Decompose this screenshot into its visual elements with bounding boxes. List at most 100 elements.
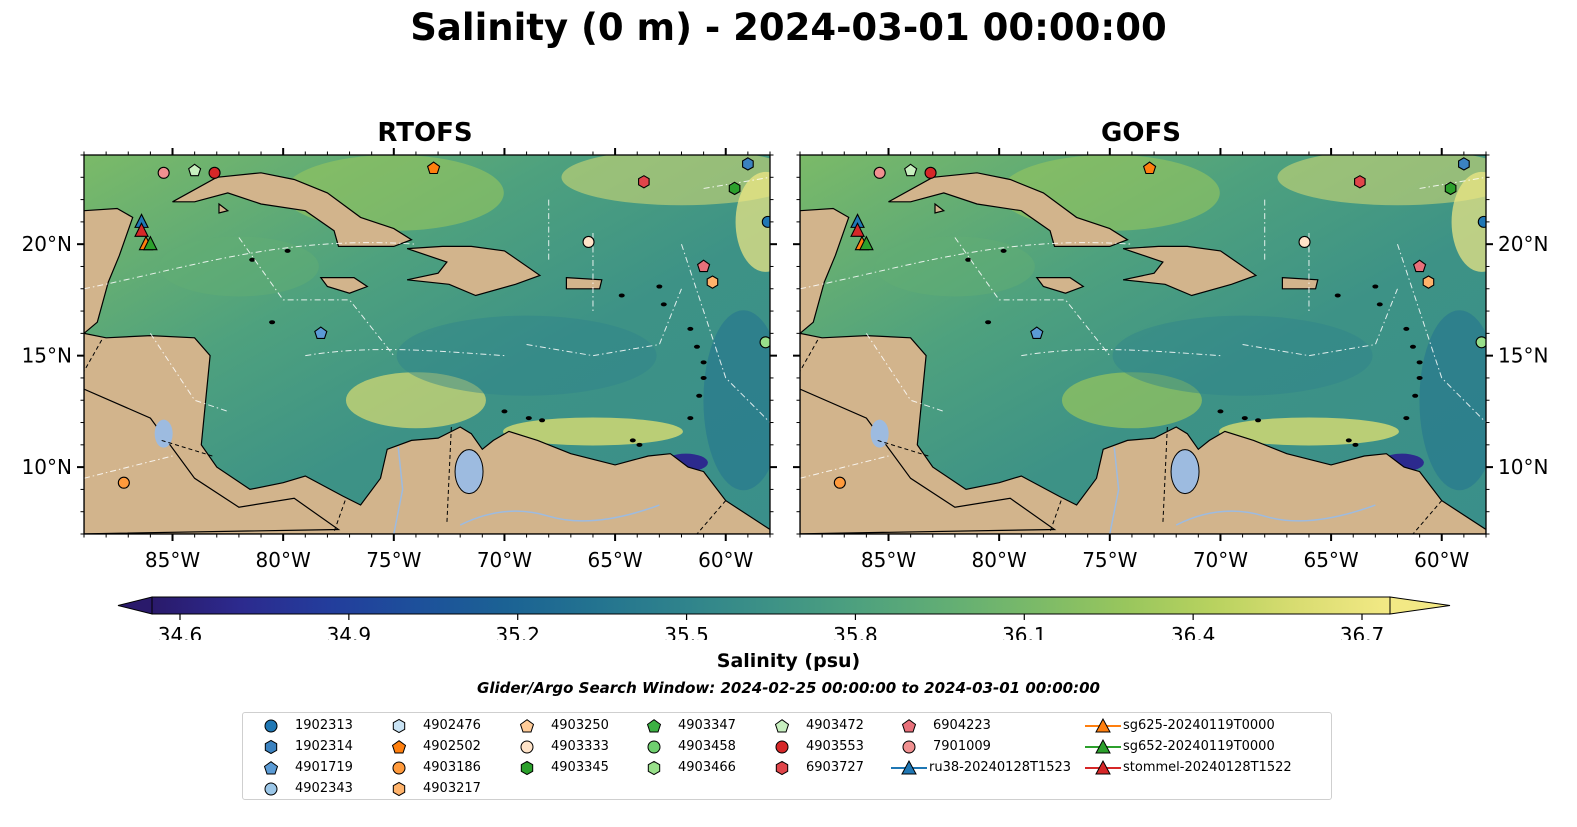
- small-island: [629, 438, 636, 443]
- colorbar-tick-label: 34.9: [327, 623, 372, 640]
- argo-float-marker: [1475, 336, 1486, 349]
- argo-float-marker: [426, 161, 441, 175]
- small-island: [1352, 442, 1359, 447]
- legend: 1902313 1902314 4901719 4902343 4902476 49025…: [242, 712, 1332, 800]
- argo-float-marker: [742, 157, 754, 171]
- colorbar-tick-label: 36.7: [1340, 623, 1385, 640]
- hexagon-marker-icon: [520, 760, 534, 776]
- argo-float-marker: [208, 166, 221, 179]
- pentagon-marker-icon: [391, 740, 407, 754]
- lon-tick-label: 85°W: [861, 548, 916, 572]
- map-frame: [83, 154, 771, 535]
- glider-track-icon: [1085, 717, 1121, 733]
- jamaica-island: [1035, 277, 1085, 294]
- lat-tick-label: 15°N: [22, 344, 72, 368]
- circle-marker-icon: [392, 761, 406, 775]
- legend-item-label: 4903347: [678, 718, 736, 733]
- small-island: [501, 409, 508, 414]
- lon-tick-label: 65°W: [1303, 548, 1358, 572]
- legend-item-label: 4902476: [423, 718, 481, 733]
- legend-item-label: 4903472: [806, 718, 864, 733]
- circle-marker-icon: [264, 782, 278, 796]
- lat-tick-label: 10°N: [22, 455, 72, 479]
- argo-float-marker: [728, 181, 741, 196]
- legend-item-label: stommel-20240128T1522: [1123, 760, 1292, 775]
- lon-tick-label: 70°W: [477, 548, 532, 572]
- colorbar-tick-label: 36.1: [1002, 623, 1047, 640]
- search-window-caption: Glider/Argo Search Window: 2024-02-25 00…: [477, 679, 1100, 697]
- small-island: [1403, 326, 1410, 331]
- pentagon-marker-icon: [519, 719, 535, 733]
- argo-float-marker: [1142, 161, 1157, 175]
- jamaica-island: [319, 277, 369, 294]
- hexagon-marker-icon: [264, 739, 278, 755]
- small-island: [687, 326, 694, 331]
- argo-float-marker: [582, 235, 595, 248]
- glider-track-icon: [891, 759, 927, 775]
- legend-item-label: 4901719: [295, 760, 353, 775]
- lon-tick-label: 70°W: [1193, 548, 1248, 572]
- central-south-america: [800, 332, 1486, 534]
- legend-item-label: 4903186: [423, 760, 481, 775]
- argo-float-marker: [1412, 259, 1427, 273]
- argo-float-marker: [759, 336, 770, 349]
- argo-float-marker: [1030, 326, 1044, 339]
- legend-item-label: 1902313: [295, 718, 353, 733]
- pentagon-marker-icon: [646, 719, 662, 733]
- small-island: [1372, 284, 1379, 289]
- argo-float-marker: [638, 175, 650, 189]
- small-island: [700, 360, 707, 365]
- hispaniola-island: [406, 245, 542, 297]
- argo-float-marker: [696, 259, 711, 273]
- argo-float-marker: [706, 275, 719, 289]
- cuba-island: [888, 172, 1129, 247]
- colorbar-extend-low: [117, 596, 153, 615]
- small-island: [636, 442, 643, 447]
- lat-tick-label: 20°N: [1498, 232, 1548, 256]
- colorbar-tick-label: 35.5: [664, 623, 709, 640]
- hexagon-marker-icon: [647, 760, 661, 776]
- small-island: [696, 393, 703, 398]
- argo-float-marker: [833, 476, 846, 489]
- argo-float-marker: [1458, 157, 1470, 171]
- legend-item-label: 6904223: [933, 718, 991, 733]
- lat-tick-label: 20°N: [22, 232, 72, 256]
- glider-marker: [850, 222, 865, 237]
- legend-item-label: ru38-20240128T1523: [929, 760, 1072, 775]
- maps-canvas: 85°W 80°W 75°W 70°W 65°W 60°W20°N15°N10°N85°W…: [22, 148, 1548, 640]
- argo-float-marker: [188, 163, 202, 177]
- small-island: [1403, 416, 1410, 421]
- small-island: [1000, 248, 1007, 253]
- argo-float-marker: [1354, 175, 1366, 189]
- small-island: [1334, 293, 1341, 298]
- yucatan-landmass: [84, 207, 134, 335]
- eez-boundaries: [84, 176, 770, 479]
- colorbar-extend-high: [1389, 596, 1451, 615]
- legend-item-label: 4902343: [295, 781, 353, 796]
- argo-float-marker: [924, 166, 937, 179]
- colorbar-tick-label: 36.4: [1171, 623, 1216, 640]
- lon-tick-label: 65°W: [587, 548, 642, 572]
- small-island: [525, 416, 532, 421]
- legend-item-label: sg625-20240119T0000: [1123, 718, 1275, 733]
- small-island: [539, 418, 546, 423]
- small-island: [284, 248, 291, 253]
- circle-marker-icon: [775, 740, 789, 754]
- argo-float-marker: [1422, 275, 1435, 289]
- legend-item-label: 6903727: [806, 760, 864, 775]
- map-panel-rtofs: 85°W 80°W 75°W 70°W 65°W 60°W 20°N 15°N 10°N: [22, 148, 777, 572]
- small-island: [1255, 418, 1262, 423]
- colorbar: 34.6 34.9 35.2 35.5 35.8 36.1 36.4 36.7: [117, 596, 1451, 640]
- argo-float-marker: [904, 163, 918, 177]
- pentagon-marker-icon: [774, 719, 790, 733]
- argo-float-marker: [761, 215, 770, 228]
- map-panel-gofs: 85°W 80°W 75°W 70°W 65°W 60°W 20°N 15°N 10°N: [793, 148, 1548, 572]
- lon-tick-label: 75°W: [1082, 548, 1137, 572]
- small-island: [269, 320, 276, 325]
- argo-float-marker: [1298, 235, 1311, 248]
- circle-marker-icon: [264, 719, 278, 733]
- small-island: [1217, 409, 1224, 414]
- lake-maracaibo: [454, 449, 484, 495]
- argo-float-marker: [1444, 181, 1457, 196]
